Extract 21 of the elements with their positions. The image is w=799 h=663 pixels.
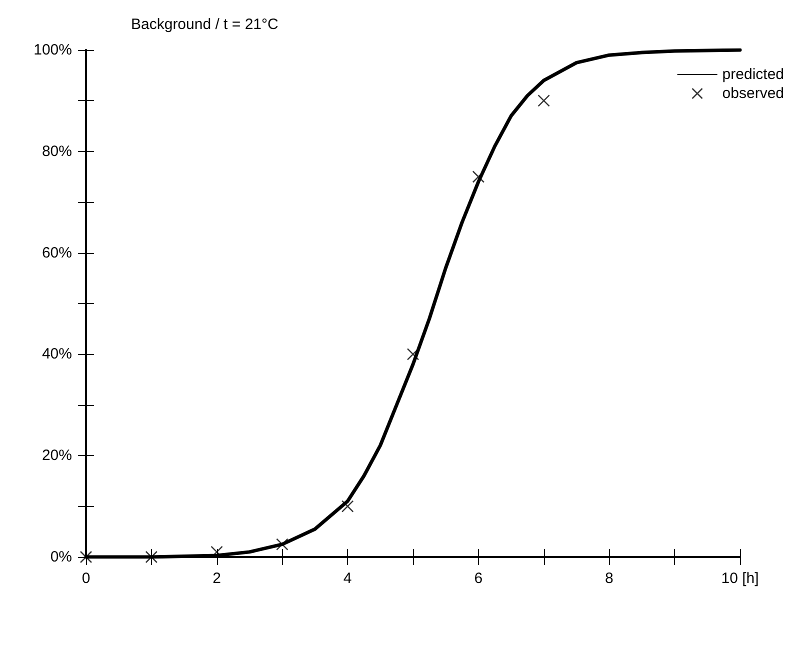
y-tick-label: 100% <box>34 42 72 58</box>
x-tick-label: 10 [h] <box>721 570 759 587</box>
chart-title: Background / t = 21°C <box>131 16 278 33</box>
y-tick-label: 80% <box>42 142 72 160</box>
x-tick-label: 8 <box>605 570 614 587</box>
y-tick-label: 60% <box>42 244 72 262</box>
y-tick-label: 40% <box>42 346 72 363</box>
x-tick-label: 2 <box>212 570 221 587</box>
legend-label: predicted <box>722 66 784 83</box>
point <box>472 170 485 183</box>
point <box>276 538 288 550</box>
point <box>341 500 354 512</box>
x-tick-label: 0 <box>82 570 90 587</box>
x-tick-label: 4 <box>343 570 352 587</box>
legend-label: observed <box>722 85 784 102</box>
point <box>406 348 420 360</box>
point <box>538 94 550 107</box>
y-tick-label: 0% <box>50 548 72 566</box>
point <box>145 550 158 564</box>
y-tick-label: 20% <box>42 447 72 464</box>
x-tick-label: 6 <box>474 570 483 587</box>
